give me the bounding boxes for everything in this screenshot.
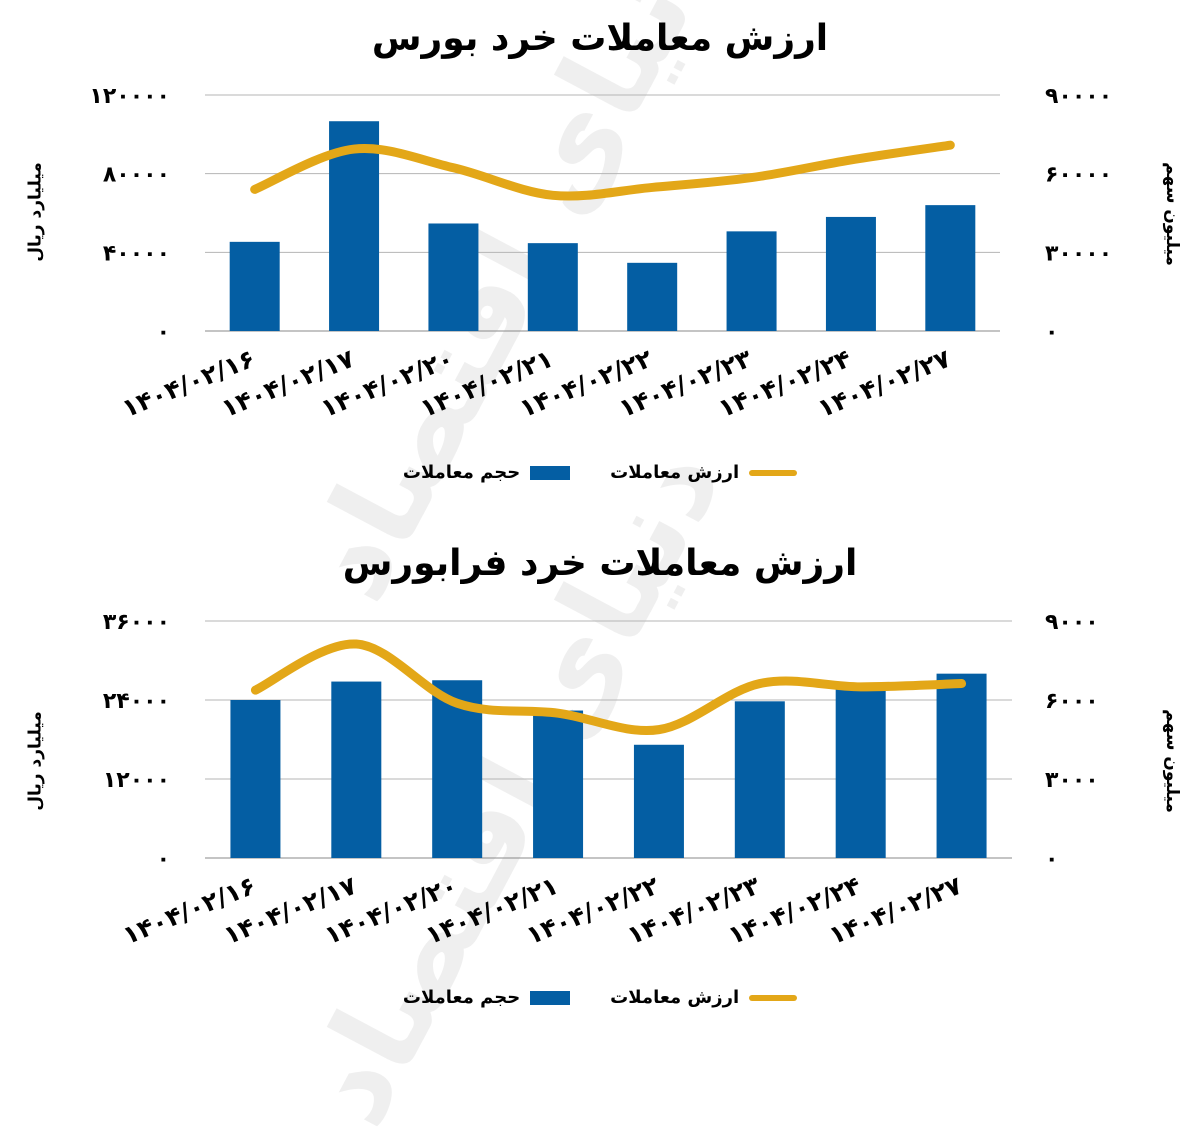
legend-line-label: ارزش معاملات xyxy=(610,462,740,483)
chart-plot: ۰۱۲۰۰۰۲۴۰۰۰۳۶۰۰۰۰۳۰۰۰۶۰۰۰۹۰۰۰۱۴۰۴/۰۲/۱۶۱… xyxy=(103,610,1099,950)
bar xyxy=(230,700,281,858)
legend: ارزش معاملات حجم معاملات xyxy=(0,987,1200,1008)
legend-item-line: ارزش معاملات xyxy=(610,987,798,1008)
chart-plot: ۰۴۰۰۰۰۸۰۰۰۰۱۲۰۰۰۰۰۳۰۰۰۰۶۰۰۰۰۹۰۰۰۰۱۴۰۴/۰۲… xyxy=(89,84,1112,423)
y-tick-left: ۸۰۰۰۰ xyxy=(103,163,170,188)
bar xyxy=(936,673,987,858)
legend-bar-label: حجم معاملات xyxy=(402,987,521,1008)
bar xyxy=(229,241,280,331)
y-tick-right: ۰ xyxy=(1045,320,1058,345)
legend-item-line: ارزش معاملات xyxy=(610,462,798,483)
y-tick-right: ۶۰۰۰ xyxy=(1045,689,1099,714)
y-tick-left: ۲۴۰۰۰ xyxy=(103,689,170,714)
legend: ارزش معاملات حجم معاملات xyxy=(0,462,1200,483)
series-line xyxy=(250,140,955,201)
y-tick-right: ۳۰۰۰ xyxy=(1045,768,1099,793)
y-tick-right: ۹۰۰۰۰ xyxy=(1045,84,1112,109)
bar xyxy=(925,205,976,331)
bar-swatch-icon xyxy=(530,990,571,1005)
chart-panel-farabourse: دنیای اقتصاد ارزش معاملات خرد فرابورس می… xyxy=(0,423,1200,1146)
series-line xyxy=(250,639,967,735)
y-tick-right: ۳۰۰۰۰ xyxy=(1045,241,1112,266)
legend-bar-label: حجم معاملات xyxy=(402,462,521,483)
chart-panel-bourse: دنیای اقتصاد ارزش معاملات خرد بورس میلیا… xyxy=(0,0,1200,621)
bar xyxy=(527,243,578,331)
y-tick-left: ۳۶۰۰۰ xyxy=(103,610,170,635)
bar xyxy=(533,710,584,858)
y-tick-left: ۴۰۰۰۰ xyxy=(103,241,170,266)
bar xyxy=(633,744,684,858)
bar xyxy=(825,216,876,331)
line-swatch-icon xyxy=(749,994,798,1001)
y-tick-right: ۰ xyxy=(1045,847,1058,872)
legend-line-label: ارزش معاملات xyxy=(610,987,740,1008)
y-tick-left: ۰ xyxy=(157,847,170,872)
y-tick-left: ۱۲۰۰۰۰ xyxy=(89,84,170,109)
y-tick-right: ۹۰۰۰ xyxy=(1045,610,1099,635)
chart-title: ارزش معاملات خرد بورس xyxy=(371,18,829,59)
legend-item-bar: حجم معاملات xyxy=(402,462,571,483)
y-tick-right: ۶۰۰۰۰ xyxy=(1045,163,1112,188)
chart-title: ارزش معاملات خرد فرابورس xyxy=(342,543,858,584)
bar xyxy=(835,688,886,858)
bar-swatch-icon xyxy=(530,465,571,480)
bar xyxy=(627,262,678,331)
bar xyxy=(726,231,777,331)
bar xyxy=(734,701,785,858)
legend-item-bar: حجم معاملات xyxy=(402,987,571,1008)
line-swatch-icon xyxy=(749,469,798,476)
bar xyxy=(331,681,382,858)
y-tick-left: ۱۲۰۰۰ xyxy=(103,768,170,793)
y-tick-left: ۰ xyxy=(157,320,170,345)
bar xyxy=(428,223,479,331)
